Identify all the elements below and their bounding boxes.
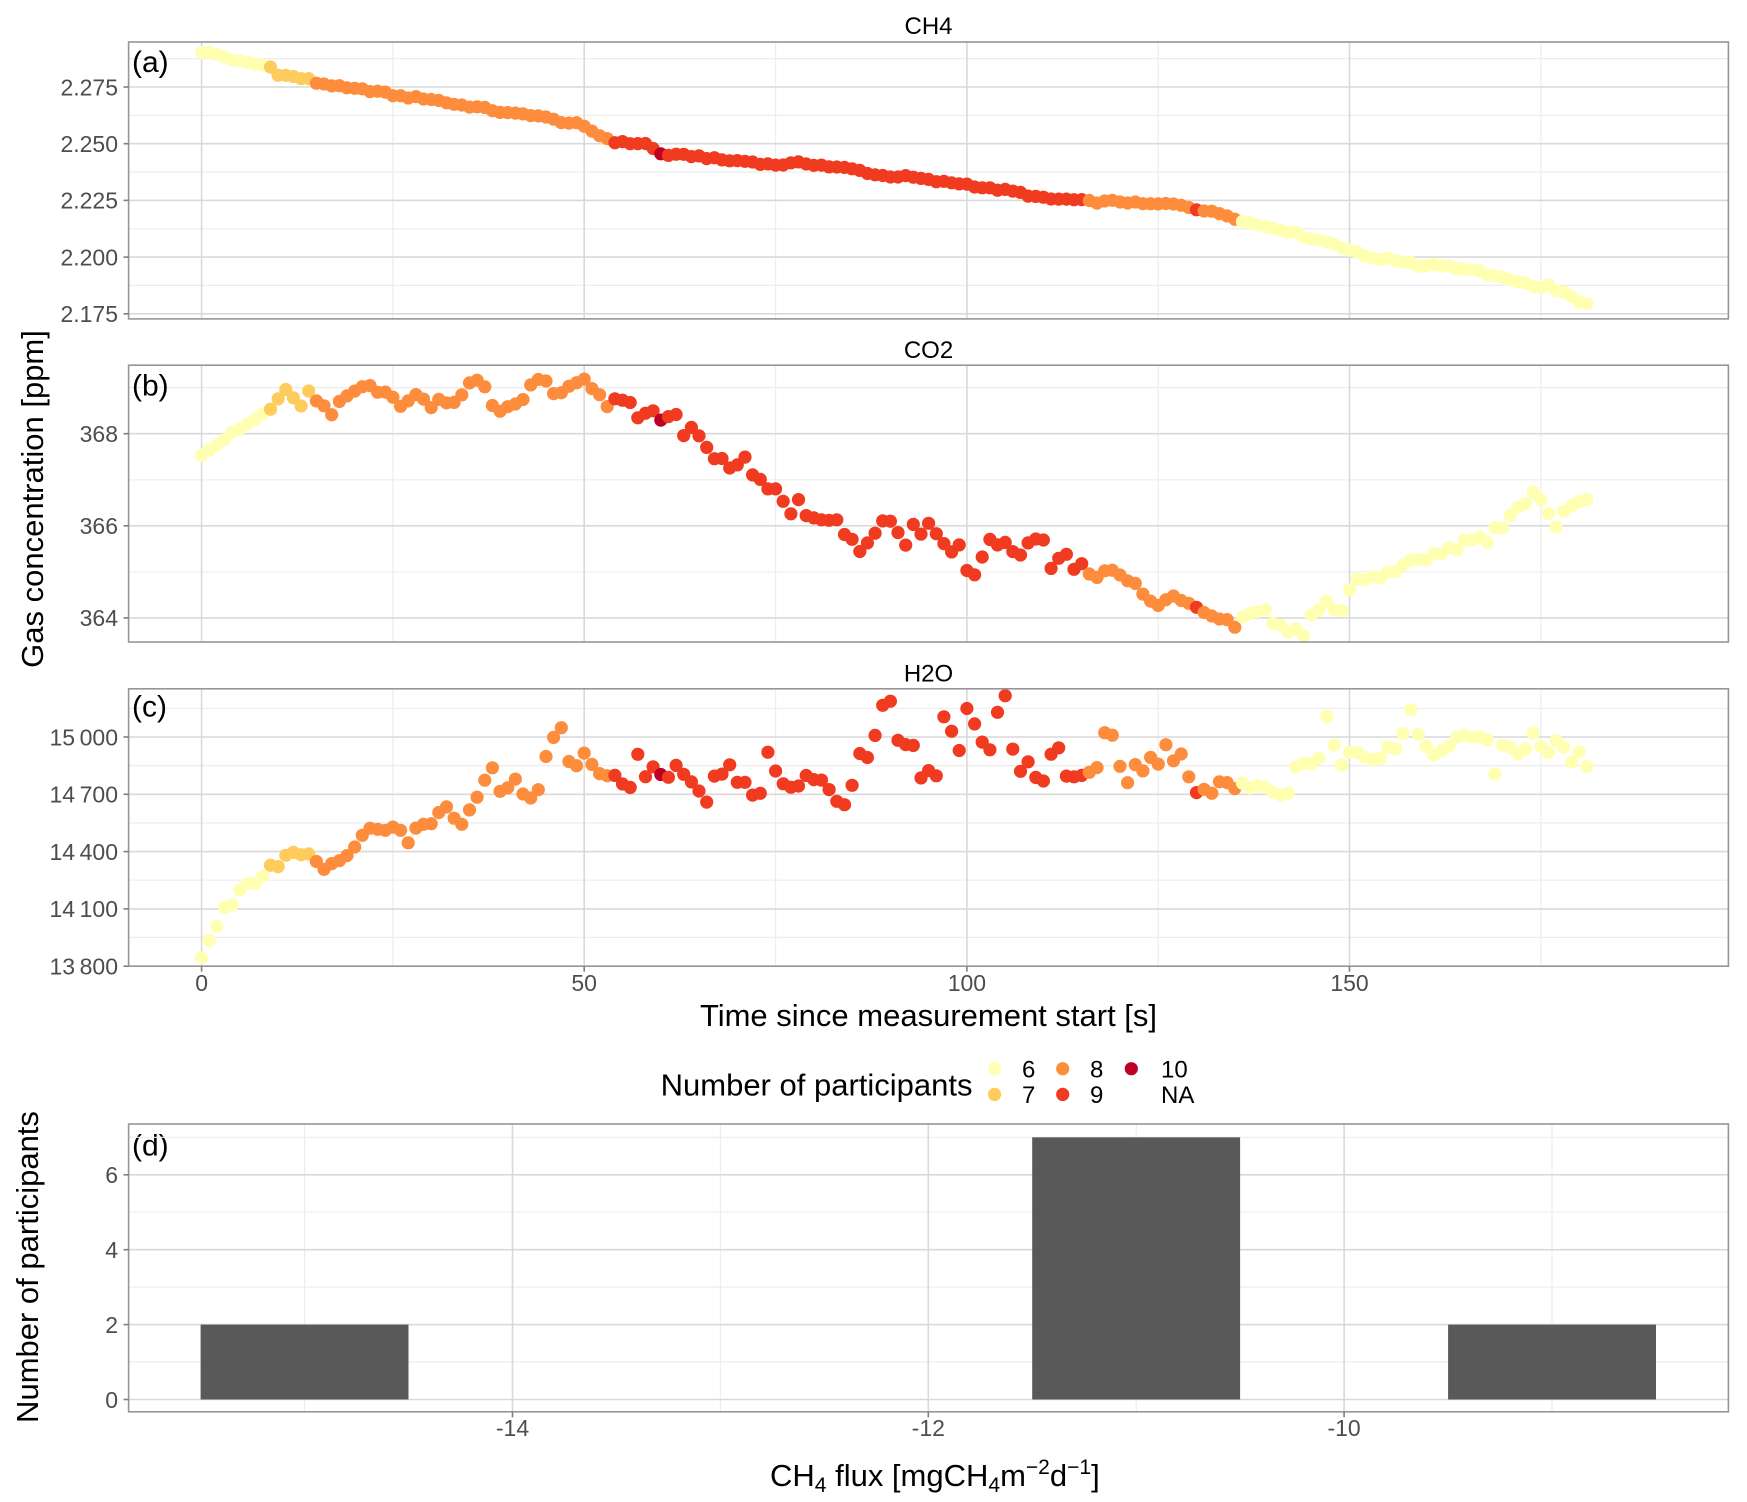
- svg-text:364: 364: [80, 605, 119, 631]
- svg-text:(a): (a): [132, 46, 169, 79]
- svg-text:15 000: 15 000: [49, 724, 118, 750]
- svg-text:368: 368: [80, 421, 118, 447]
- svg-text:0: 0: [105, 1387, 118, 1413]
- svg-text:50: 50: [571, 970, 597, 996]
- svg-text:H2O: H2O: [904, 661, 953, 688]
- svg-text:13 800: 13 800: [49, 954, 118, 980]
- svg-text:8: 8: [1090, 1056, 1103, 1083]
- svg-text:7: 7: [1022, 1082, 1035, 1109]
- svg-text:(d): (d): [132, 1130, 169, 1163]
- svg-text:14 400: 14 400: [49, 839, 118, 865]
- svg-text:(c): (c): [132, 691, 167, 724]
- svg-text:14 100: 14 100: [49, 896, 118, 922]
- svg-text:-12: -12: [912, 1415, 945, 1441]
- svg-text:2.225: 2.225: [60, 188, 118, 214]
- svg-text:Time since measurement start [: Time since measurement start [s]: [700, 998, 1157, 1033]
- svg-text:Number of participants: Number of participants: [10, 1111, 45, 1423]
- svg-text:100: 100: [948, 970, 986, 996]
- svg-text:10: 10: [1161, 1056, 1188, 1083]
- svg-text:0: 0: [195, 970, 208, 996]
- svg-text:-14: -14: [496, 1415, 529, 1441]
- svg-text:2: 2: [105, 1312, 118, 1338]
- svg-text:(b): (b): [132, 370, 169, 403]
- svg-text:6: 6: [105, 1162, 118, 1188]
- svg-text:2.275: 2.275: [60, 74, 118, 100]
- svg-text:6: 6: [1022, 1056, 1035, 1083]
- svg-text:2.175: 2.175: [60, 301, 118, 327]
- svg-text:Number of participants: Number of participants: [661, 1067, 973, 1102]
- svg-text:366: 366: [80, 513, 118, 539]
- svg-text:4: 4: [105, 1237, 118, 1263]
- svg-text:14 700: 14 700: [49, 782, 118, 808]
- svg-text:Gas concentration [ppm]: Gas concentration [ppm]: [15, 330, 50, 668]
- svg-text:CH4: CH4: [904, 13, 952, 40]
- svg-text:9: 9: [1090, 1082, 1103, 1109]
- svg-text:150: 150: [1330, 970, 1368, 996]
- svg-text:NA: NA: [1161, 1082, 1194, 1109]
- svg-text:-10: -10: [1327, 1415, 1360, 1441]
- svg-text:2.250: 2.250: [60, 131, 118, 157]
- svg-text:CO2: CO2: [904, 337, 953, 364]
- svg-text:2.200: 2.200: [60, 244, 118, 270]
